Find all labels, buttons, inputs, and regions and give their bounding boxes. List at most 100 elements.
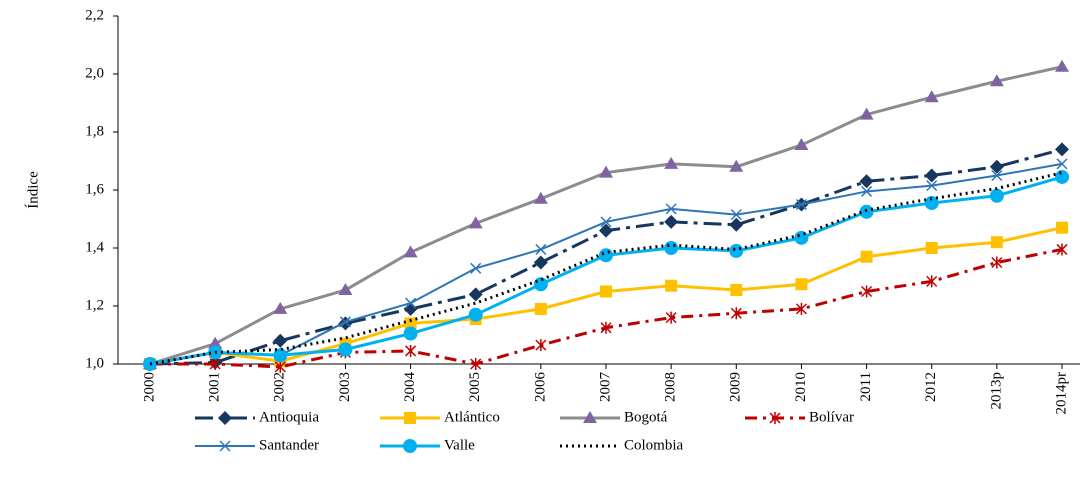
marker xyxy=(403,245,418,258)
marker xyxy=(1056,221,1068,234)
marker xyxy=(404,317,417,330)
marker xyxy=(403,326,418,341)
x-tick-label: 2006 xyxy=(532,372,548,403)
marker xyxy=(534,302,547,315)
marker xyxy=(665,203,677,215)
x-tick-label: 2001 xyxy=(207,372,223,402)
x-tick-label: 2009 xyxy=(728,372,744,402)
marker xyxy=(925,242,938,254)
marker xyxy=(468,287,483,302)
marker xyxy=(403,439,417,453)
x-tick-label: 2013p xyxy=(988,372,1004,410)
marker xyxy=(338,283,353,296)
marker xyxy=(599,165,613,178)
legend-item: Valle xyxy=(380,437,475,453)
legend-item: Bogotá xyxy=(560,409,668,425)
marker xyxy=(794,138,809,151)
marker xyxy=(989,74,1004,87)
marker xyxy=(795,278,808,291)
marker xyxy=(859,174,874,189)
marker xyxy=(729,217,744,232)
legend-item: Atlántico xyxy=(380,409,500,425)
marker xyxy=(991,256,1003,269)
marker xyxy=(926,180,938,192)
legend-label: Bolívar xyxy=(809,409,854,425)
marker xyxy=(795,198,807,211)
legend-item: Antioquia xyxy=(195,409,319,425)
y-tick-label: 1,8 xyxy=(85,123,104,139)
marker xyxy=(533,255,548,270)
legend-label: Antioquia xyxy=(259,409,319,425)
legend-item: Bolívar xyxy=(745,409,854,425)
marker xyxy=(209,358,221,370)
y-tick-label: 2,0 xyxy=(85,65,104,81)
x-tick-label: 2014pr xyxy=(1053,372,1069,415)
marker xyxy=(991,169,1003,182)
marker xyxy=(730,209,742,221)
x-tick-label: 2010 xyxy=(793,372,809,402)
marker xyxy=(989,159,1004,174)
marker xyxy=(1055,169,1069,184)
x-tick-label: 2002 xyxy=(272,372,288,402)
y-axis-label: Índice xyxy=(24,171,41,209)
marker xyxy=(924,196,939,211)
marker xyxy=(533,277,548,292)
marker xyxy=(794,230,809,245)
y-tick-label: 1,2 xyxy=(85,297,104,313)
marker xyxy=(729,159,744,172)
marker xyxy=(599,248,613,263)
x-tick-label: 2008 xyxy=(663,372,679,402)
marker xyxy=(338,342,353,357)
marker xyxy=(600,216,612,228)
marker xyxy=(730,307,742,320)
marker xyxy=(600,321,612,334)
marker xyxy=(1056,158,1068,170)
marker xyxy=(861,285,873,298)
marker xyxy=(665,311,677,324)
marker xyxy=(600,285,612,298)
x-tick-label: 2003 xyxy=(337,372,353,402)
marker xyxy=(861,185,873,197)
legend-item: Santander xyxy=(195,437,319,453)
y-tick-label: 1,6 xyxy=(85,181,104,197)
marker xyxy=(859,107,874,120)
x-tick-label: 2012 xyxy=(923,372,939,402)
marker xyxy=(990,236,1003,249)
marker xyxy=(468,307,483,322)
x-tick-label: 2005 xyxy=(467,372,483,402)
marker xyxy=(729,243,744,258)
marker xyxy=(599,223,613,238)
marker xyxy=(926,275,938,288)
marker xyxy=(404,412,416,424)
marker xyxy=(665,279,678,292)
marker xyxy=(405,297,417,309)
x-tick-label: 2004 xyxy=(402,372,418,403)
marker xyxy=(535,339,547,352)
marker xyxy=(924,90,939,103)
marker xyxy=(583,411,597,423)
marker xyxy=(795,302,807,315)
legend-label: Atlántico xyxy=(444,409,500,425)
marker xyxy=(405,344,417,357)
x-tick-label: 2007 xyxy=(597,372,613,403)
legend-label: Colombia xyxy=(624,437,684,453)
marker xyxy=(470,262,482,274)
marker xyxy=(1056,243,1068,256)
marker xyxy=(1055,59,1069,72)
marker xyxy=(664,214,679,229)
y-tick-label: 1,4 xyxy=(85,239,104,255)
y-tick-label: 2,2 xyxy=(85,7,104,23)
marker xyxy=(664,241,679,255)
marker xyxy=(989,188,1004,203)
marker xyxy=(533,191,548,204)
marker xyxy=(208,336,223,349)
marker xyxy=(860,250,873,263)
marker xyxy=(273,348,288,363)
marker xyxy=(535,243,547,255)
marker xyxy=(924,168,939,183)
marker xyxy=(218,411,232,425)
legend-label: Santander xyxy=(259,437,319,453)
series-line xyxy=(149,162,1063,365)
marker xyxy=(219,440,231,452)
